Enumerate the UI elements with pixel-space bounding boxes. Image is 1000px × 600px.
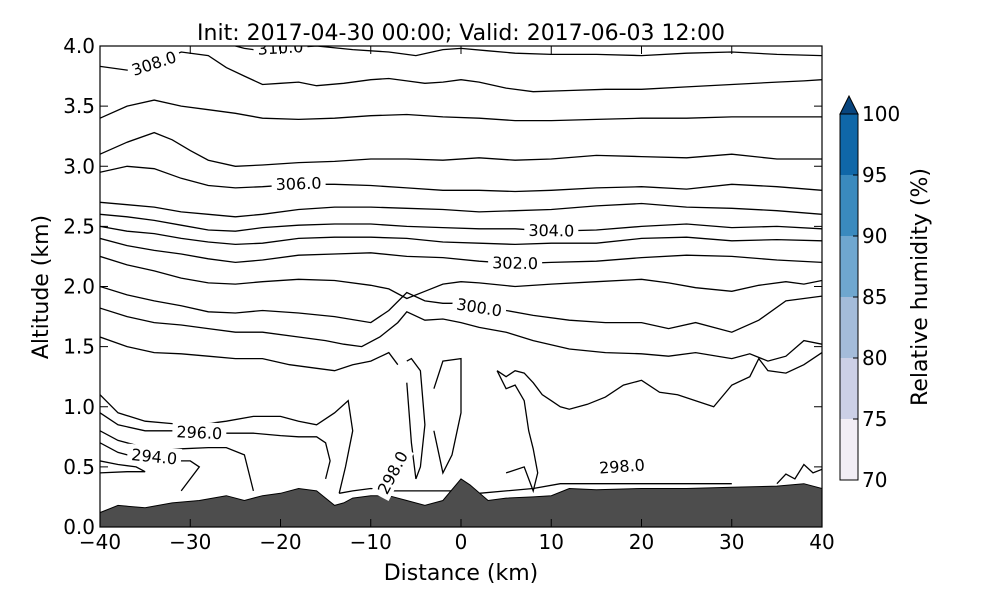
y-tick-label: 3.0 (63, 154, 95, 178)
colorbar-tick-label: 80 (862, 346, 887, 370)
colorbar-tick-label: 95 (862, 163, 887, 187)
contour-label-group: 300.0 (451, 292, 508, 322)
contour-label-background (126, 443, 183, 469)
contour-label: 306.0 (275, 174, 321, 195)
x-axis: −40 −30 −20 −10 0 10 20 30 40 (79, 46, 835, 554)
x-tick-label: 30 (719, 530, 744, 554)
x-tick-label: −10 (350, 530, 392, 554)
colorbar-segment (840, 236, 858, 297)
contour-line (100, 213, 822, 232)
contour-line (496, 370, 539, 494)
x-tick-label: 0 (455, 530, 468, 554)
contour-line (100, 201, 822, 218)
contour-label-group: 298.0 (594, 454, 650, 478)
y-tick-label: 1.0 (63, 395, 95, 419)
x-tick-label: −30 (169, 530, 211, 554)
contour-label-group: 306.0 (271, 172, 326, 195)
plot-background (100, 46, 822, 527)
y-axis: 0.0 0.5 1.0 1.5 2.0 2.5 3.0 3.5 4.0 (63, 34, 822, 539)
y-tick-label: 1.5 (63, 335, 95, 359)
contour-label-group: 296.0 (171, 421, 227, 444)
contour-line (100, 430, 255, 492)
y-tick-label: 0.5 (63, 455, 95, 479)
contour-line (100, 99, 822, 122)
contour-label: 298.0 (598, 455, 645, 477)
contour-line (100, 336, 399, 372)
contour-label-group: 304.0 (524, 219, 579, 241)
x-tick-label: −20 (259, 530, 301, 554)
contour-label-background (487, 252, 543, 274)
colorbar-segment (840, 114, 858, 175)
colorbar-segment (840, 358, 858, 419)
contour-line (100, 460, 146, 474)
colorbar-tick-label: 100 (862, 102, 900, 126)
y-tick-label: 0.0 (63, 515, 95, 539)
contour-label-background (125, 46, 183, 82)
contour-label-background (594, 454, 650, 478)
contour-label-background (271, 172, 326, 195)
colorbar-tick-label: 70 (862, 468, 887, 492)
y-tick-label: 2.5 (63, 214, 95, 238)
chart-title: Init: 2017-04-30 00:00; Valid: 2017-06-0… (197, 21, 725, 46)
contour-layer (100, 46, 822, 494)
colorbar-label: Relative humidity (%) (908, 168, 933, 406)
contour-line (433, 357, 462, 475)
contour-line (100, 51, 822, 93)
contour-label-background (524, 219, 579, 241)
contour-line (406, 357, 426, 480)
x-tick-label: 20 (629, 530, 654, 554)
contour-line (100, 131, 822, 167)
contour-line (100, 285, 822, 333)
contour-label-group: 294.0 (126, 443, 183, 469)
contour-label: 302.0 (492, 253, 538, 273)
contour-line (776, 463, 822, 485)
colorbar-segment (840, 175, 858, 236)
colorbar-segment (840, 419, 858, 480)
y-tick-label: 3.5 (63, 94, 95, 118)
colorbar-tick-label: 85 (862, 285, 887, 309)
contour-label: 294.0 (131, 445, 178, 468)
terrain-area (100, 478, 822, 527)
y-tick-label: 2.0 (63, 275, 95, 299)
plot-area: 310.0308.0306.0304.0302.0300.0296.0294.0… (100, 46, 822, 527)
contour-label-group: 302.0 (487, 252, 543, 274)
colorbar: 70 75 80 85 90 95 100 (839, 94, 900, 492)
contour-line (100, 394, 354, 494)
colorbar-tick-label: 90 (862, 224, 887, 248)
colorbar-segment (840, 297, 858, 358)
contour-label-background (171, 421, 227, 444)
colorbar-tick-label: 75 (862, 407, 887, 431)
contour-label-background (451, 292, 508, 322)
contour-line (100, 255, 822, 300)
colorbar-extend-arrow (839, 94, 859, 115)
contour-line (496, 352, 822, 410)
contour-label: 296.0 (176, 422, 223, 443)
contour-label: 304.0 (528, 221, 574, 241)
y-tick-label: 4.0 (63, 34, 95, 58)
x-tick-label: −40 (79, 530, 121, 554)
x-axis-label: Distance (km) (384, 561, 539, 586)
contour-line (100, 237, 822, 265)
contour-line (100, 165, 822, 193)
y-axis-label: Altitude (km) (29, 215, 54, 359)
contour-line (100, 307, 822, 362)
contour-line (100, 412, 331, 480)
contour-label-background (370, 443, 414, 501)
x-tick-label: 10 (539, 530, 564, 554)
contour-line (100, 225, 822, 246)
x-tick-label: 40 (809, 530, 834, 554)
